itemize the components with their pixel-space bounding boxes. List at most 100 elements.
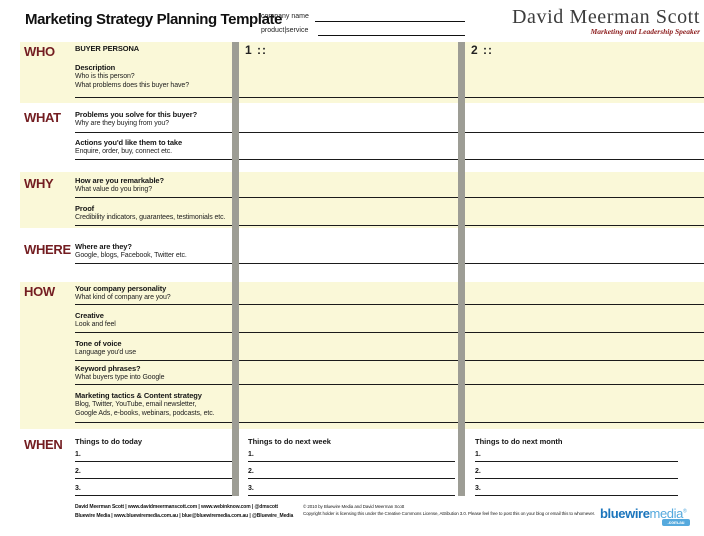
- question-cell: Actions you'd like them to take Enquire, …: [75, 138, 235, 156]
- question-cell: Description Who is this person? What probl…: [75, 63, 235, 90]
- question-hint: What buyers type into Google: [75, 374, 165, 381]
- todo-item-line: [248, 478, 455, 479]
- todo-item-line: [475, 478, 678, 479]
- todo-item-number: 3.: [248, 485, 254, 492]
- todo-item-number: 1.: [75, 451, 81, 458]
- section-label-what: WHAT: [24, 110, 61, 125]
- bluewire-logo-word: bluewire: [600, 506, 650, 521]
- todo-item-line: [248, 495, 455, 496]
- question-title: Tone of voice: [75, 339, 122, 348]
- question-cell: BUYER PERSONA: [75, 44, 235, 53]
- question-hint: What kind of company are you?: [75, 294, 171, 301]
- column-divider-2: [458, 42, 465, 496]
- question-cell: Tone of voice Language you'd use: [75, 339, 235, 357]
- row-rule-line: [75, 304, 704, 305]
- todo-heading-3: Things to do next month: [475, 437, 563, 446]
- row-rule-line: [75, 263, 704, 264]
- todo-item-line: [475, 461, 678, 462]
- question-hint: Enquire, order, buy, connect etc.: [75, 148, 172, 155]
- section-band-how: [20, 282, 704, 429]
- section-label-when: WHEN: [24, 437, 63, 452]
- todo-item-number: 2.: [75, 468, 81, 475]
- section-label-how: HOW: [24, 284, 55, 299]
- question-hint: Credibility indicators, guarantees, test…: [75, 214, 226, 221]
- bluewire-logo: bluewiremedia® .com.au: [600, 506, 690, 526]
- question-title: Proof: [75, 204, 95, 213]
- row-rule-line: [75, 422, 704, 423]
- todo-heading-1: Things to do today: [75, 437, 143, 446]
- dms-logo-name: David Meerman Scott: [511, 6, 700, 28]
- footer-copyright: © 2010 by Bluewire Media and David Meerm…: [303, 504, 595, 517]
- dms-logo-tagline: Marketing and Leadership Speaker: [590, 27, 700, 36]
- question-cell: Marketing tactics & Content strategy Blog…: [75, 391, 235, 418]
- todo-heading-2: Things to do next week: [248, 437, 331, 446]
- todo-item-line: [75, 461, 232, 462]
- product-service-line: [318, 35, 465, 36]
- column-divider-1: [232, 42, 239, 496]
- row-rule-line: [75, 132, 704, 133]
- bluewire-logo-media: media: [649, 506, 684, 521]
- question-hint: What problems does this buyer have?: [75, 82, 190, 89]
- question-hint: Look and feel: [75, 321, 116, 328]
- row-rule-line: [75, 225, 704, 226]
- section-label-why: WHY: [24, 176, 54, 191]
- section-label-where: WHERE: [24, 242, 71, 257]
- footer-contact-bluewire: Bluewire Media | www.bluewiremedia.com.a…: [75, 513, 294, 519]
- bluewire-logo-domain: .com.au: [662, 519, 690, 526]
- footer-copyright-line-2: Copyright holder is licensing this under…: [303, 510, 595, 516]
- column-1-header: 1 ::: [245, 43, 267, 57]
- row-rule-line: [75, 384, 704, 385]
- section-band-who: [20, 42, 704, 103]
- question-cell: How are you remarkable? What value do you…: [75, 176, 235, 194]
- question-hint: Google, blogs, Facebook, Twitter etc.: [75, 252, 187, 259]
- todo-item-line: [75, 478, 232, 479]
- question-hint: Why are they buying from you?: [75, 120, 169, 127]
- footer-copyright-line-1: © 2010 by Bluewire Media and David Meerm…: [303, 504, 405, 509]
- footer-contact-dms: David Meerman Scott | www.davidmeermansc…: [75, 504, 278, 510]
- footer-contacts: David Meerman Scott | www.davidmeermansc…: [75, 503, 293, 521]
- column-2-header: 2 ::: [471, 43, 493, 57]
- todo-item-line: [475, 495, 678, 496]
- todo-item-number: 2.: [248, 468, 254, 475]
- question-title: How are you remarkable?: [75, 176, 164, 185]
- question-hint: What value do you bring?: [75, 186, 152, 193]
- product-service-label: product|service: [261, 27, 309, 34]
- question-title: Where are they?: [75, 242, 132, 251]
- question-cell: Proof Credibility indicators, guarantees,…: [75, 204, 235, 222]
- todo-item-number: 2.: [475, 468, 481, 475]
- question-title: Actions you'd like them to take: [75, 138, 183, 147]
- todo-item-line: [248, 461, 455, 462]
- question-cell: Problems you solve for this buyer? Why ar…: [75, 110, 235, 128]
- section-band-why: [20, 172, 704, 228]
- question-hint: Blog, Twitter, YouTube, email newsletter…: [75, 401, 197, 408]
- section-label-who: WHO: [24, 44, 55, 59]
- row-rule-line: [75, 159, 704, 160]
- question-cell: Creative Look and feel: [75, 311, 235, 329]
- row-rule-line: [75, 360, 704, 361]
- todo-item-number: 1.: [248, 451, 254, 458]
- row-rule-line: [75, 332, 704, 333]
- question-hint: Language you'd use: [75, 349, 137, 356]
- todo-item-number: 3.: [75, 485, 81, 492]
- company-name-line: [315, 21, 465, 22]
- todo-item-line: [75, 495, 232, 496]
- question-hint: Google Ads, e-books, webinars, podcasts,…: [75, 410, 215, 417]
- question-title: Creative: [75, 311, 104, 320]
- question-title: Marketing tactics & Content strategy: [75, 391, 202, 400]
- row-rule-line: [75, 197, 704, 198]
- question-title: Problems you solve for this buyer?: [75, 110, 198, 119]
- question-cell: Where are they? Google, blogs, Facebook, …: [75, 242, 235, 260]
- question-cell: Your company personality What kind of com…: [75, 284, 235, 302]
- question-title: Your company personality: [75, 284, 167, 293]
- page-title: Marketing Strategy Planning Template: [25, 11, 283, 28]
- company-name-label: company name: [261, 13, 309, 20]
- question-title: Description: [75, 63, 116, 72]
- question-hint: Who is this person?: [75, 73, 135, 80]
- todo-item-number: 3.: [475, 485, 481, 492]
- todo-item-number: 1.: [475, 451, 481, 458]
- registered-mark-icon: ®: [682, 508, 687, 515]
- question-title: Keyword phrases?: [75, 364, 141, 373]
- question-title: BUYER PERSONA: [75, 44, 140, 53]
- question-cell: Keyword phrases? What buyers type into Go…: [75, 364, 235, 382]
